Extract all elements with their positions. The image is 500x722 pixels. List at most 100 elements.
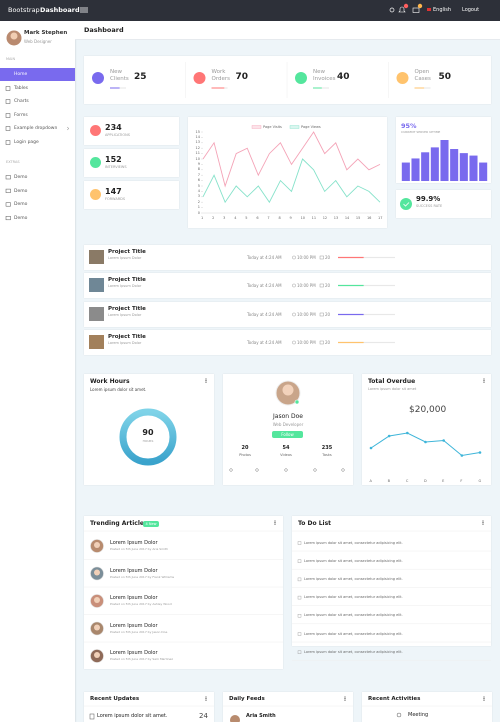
legend-label: Page Views	[301, 124, 321, 129]
project-thumb	[89, 278, 104, 292]
follow-button[interactable]	[272, 431, 303, 438]
mini-label: APPLICATIONS	[105, 133, 130, 137]
avatar-face	[94, 597, 100, 603]
nav-item[interactable]: Home	[14, 72, 28, 77]
nav-icon	[5, 126, 11, 131]
project-card	[84, 302, 491, 327]
nav-item[interactable]: Demo	[14, 175, 28, 180]
mini-value: 147	[105, 187, 122, 196]
nav-item[interactable]: Example dropdown	[14, 126, 58, 131]
update-number: 24	[199, 712, 208, 720]
article-meta: Posted on 5th June 2017 by Ashley Wood	[110, 602, 172, 606]
project-comments: 20	[325, 339, 331, 345]
nav-icon	[5, 86, 11, 91]
y-tick-label: 10	[195, 156, 200, 161]
avatar-face	[94, 624, 100, 631]
feed-avatar	[230, 715, 240, 722]
nav-icon	[5, 113, 11, 118]
profile-stat-value: 20	[241, 445, 249, 451]
nav-item[interactable]: Demo	[14, 202, 28, 208]
nav-item[interactable]: Demo	[14, 215, 28, 221]
project-time: 10:00 PM	[297, 254, 316, 260]
bottom-card	[84, 692, 214, 722]
article-title: Lorem Ipsum Dolor	[110, 595, 158, 601]
language-menu[interactable]: English	[433, 7, 452, 13]
bottom-card	[223, 692, 353, 722]
x-tick-label: 13	[333, 216, 339, 220]
card-subtitle: Lorem ipsum dolor sit amet	[368, 387, 417, 391]
project-time: 10:00 PM	[297, 339, 316, 345]
nav-item[interactable]: Charts	[14, 99, 29, 104]
project-subtitle: Lorem Ipsum Dolor	[108, 256, 142, 260]
profile-role: Web Developer	[272, 422, 304, 427]
y-tick-label: 6	[197, 178, 200, 183]
progress-fill	[338, 284, 364, 287]
overdue-point	[478, 451, 482, 454]
overdue-point	[369, 446, 373, 450]
menu-dots	[205, 698, 207, 700]
x-tick-label: 1	[201, 216, 204, 220]
y-tick-label: 9	[197, 161, 200, 166]
menu-dots	[344, 696, 346, 698]
bottom-card	[362, 692, 492, 722]
follow-label[interactable]: Follow	[281, 432, 294, 437]
x-tick-label: B	[387, 479, 391, 483]
title-bar	[75, 21, 500, 40]
stat-label: New Clients	[110, 69, 129, 82]
progress-fill	[338, 313, 364, 316]
menu-dots	[205, 699, 207, 701]
menu-dots	[483, 380, 485, 382]
card-title: Daily Feeds	[229, 696, 265, 702]
project-subtitle: Lorem Ipsum Dolor	[108, 313, 142, 317]
logout[interactable]: Logout	[462, 7, 480, 13]
badge	[417, 3, 423, 9]
badge	[143, 521, 159, 527]
progress-track	[338, 284, 395, 287]
stat-icon	[295, 72, 307, 84]
y-tick-label: 1	[197, 205, 200, 210]
nav-item[interactable]: Forms	[14, 113, 28, 118]
x-tick-label: 5	[245, 216, 248, 220]
overdue-point	[460, 454, 464, 457]
progress-track	[338, 313, 395, 316]
clock-icon	[292, 255, 296, 260]
x-tick-label: 15	[355, 216, 361, 220]
project-comments: 20	[325, 311, 331, 317]
avatar-face	[94, 652, 100, 658]
mini-value: 234	[105, 123, 122, 132]
flag	[427, 8, 431, 11]
x-tick-label: E	[442, 479, 445, 483]
donut-unit: HOURS	[142, 439, 154, 443]
nav-item[interactable]: Login page	[14, 140, 39, 145]
menu-dots	[483, 698, 485, 700]
status-dot	[294, 399, 300, 405]
menu-dots	[344, 699, 346, 701]
project-time: 10:00 PM	[297, 282, 316, 288]
overdue-point	[406, 431, 409, 435]
project-subtitle: Lorem Ipsum Dolor	[108, 284, 142, 288]
x-tick-label: C	[405, 479, 409, 483]
social-icon	[229, 468, 233, 472]
menu-dots	[205, 378, 207, 380]
menu-dots	[482, 523, 484, 525]
article-title: Lorem Ipsum Dolor	[110, 540, 158, 546]
overdue-amount: $20,000	[409, 405, 447, 415]
social-icon	[341, 468, 345, 472]
nav-item[interactable]: Demo	[14, 188, 28, 194]
project-title: Project Title	[108, 249, 146, 255]
line-series	[202, 131, 381, 188]
progress-fill	[338, 341, 364, 344]
success-value: 99.9%	[416, 195, 441, 203]
comment-icon	[319, 255, 324, 260]
progress-fill	[110, 87, 120, 89]
article-meta: Posted on 5th June 2017 by Aria Smith	[110, 547, 168, 551]
clock-icon	[292, 312, 296, 317]
x-tick-label: 16	[366, 216, 372, 220]
nav-item[interactable]: Tables	[14, 86, 28, 91]
donut	[119, 408, 177, 466]
stat-value: 70	[235, 72, 249, 82]
badge	[403, 3, 409, 9]
stat-value: 25	[134, 72, 147, 82]
y-tick-label: 3	[197, 194, 200, 199]
